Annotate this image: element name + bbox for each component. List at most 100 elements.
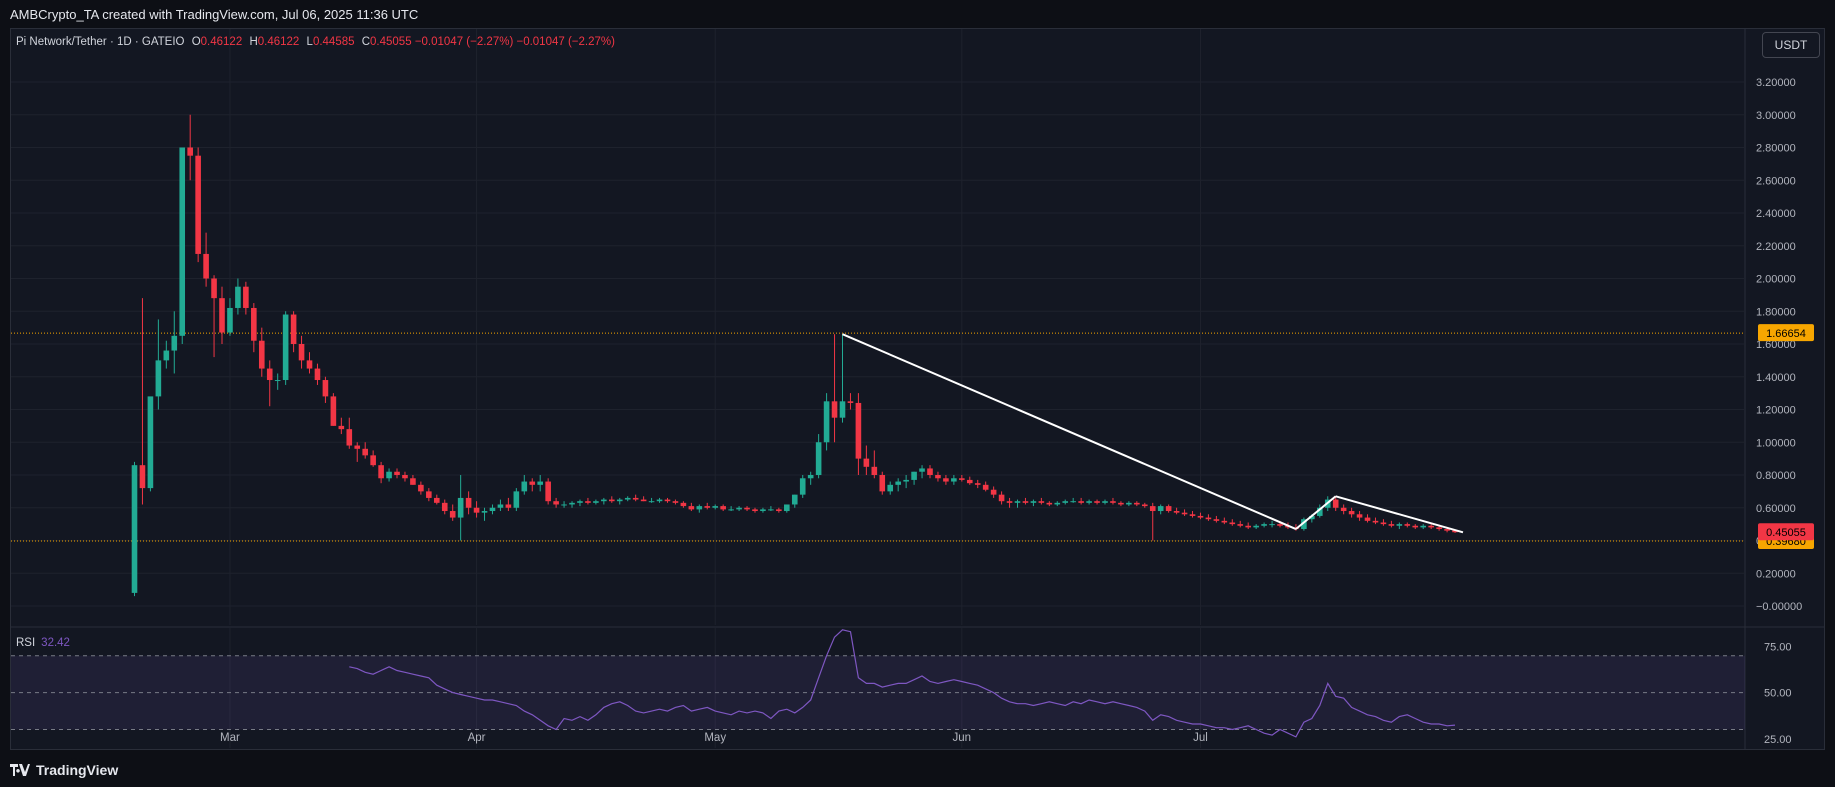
candle-body <box>418 484 424 492</box>
candle-body <box>147 396 154 489</box>
trendline <box>1295 495 1337 530</box>
candle-body <box>895 481 901 485</box>
candle-body <box>704 506 711 508</box>
open-value: 0.46122 <box>200 36 243 48</box>
candle <box>410 475 416 485</box>
candle-body <box>648 501 655 503</box>
candle-body <box>402 475 408 479</box>
candle-body <box>680 502 687 507</box>
candle <box>282 311 289 385</box>
candle-body <box>211 278 217 299</box>
candle-body <box>378 465 384 479</box>
candle <box>1237 520 1244 528</box>
candle <box>330 393 337 426</box>
candle <box>1102 499 1108 505</box>
currency-unit-button[interactable]: USDT <box>1762 32 1820 58</box>
candle-body <box>990 489 997 495</box>
candle-body <box>672 501 679 503</box>
candle <box>704 502 711 510</box>
candle-body <box>1038 501 1045 503</box>
rsi-pane: 75.00 50.00 25.00 <box>11 629 1792 746</box>
candle-body <box>1269 524 1275 526</box>
candle <box>640 496 647 502</box>
candle-body <box>815 442 822 475</box>
candle-body <box>386 471 392 479</box>
candle-body <box>601 499 607 502</box>
price-tick-label: 2.40000 <box>1756 208 1796 220</box>
candle <box>768 506 774 512</box>
candle <box>1221 517 1228 525</box>
candle-body <box>807 475 814 479</box>
candle <box>1420 524 1427 530</box>
candle-body <box>473 507 480 513</box>
time-tick-label: Mar <box>220 732 240 744</box>
candle <box>1173 507 1180 515</box>
candle-body <box>855 402 862 459</box>
candle <box>1078 497 1084 505</box>
candle-body <box>290 314 297 344</box>
open-label: O <box>191 36 201 48</box>
price-tick-label: 2.80000 <box>1756 143 1796 155</box>
candle-body <box>784 504 790 512</box>
symbol-name[interactable]: Pi Network/Tether · 1D · GATEIO <box>16 36 185 48</box>
candle <box>1269 520 1275 528</box>
candle <box>227 298 233 336</box>
candle <box>346 417 353 449</box>
candle-body <box>155 360 162 397</box>
candle <box>155 319 162 410</box>
candle-body <box>760 509 766 512</box>
candle <box>736 506 742 512</box>
candle-body <box>569 502 575 505</box>
chart-svg[interactable]: 3.20000 3.00000 2.80000 2.60000 2.40000 2.200… <box>0 0 1835 752</box>
candle-body <box>171 335 178 351</box>
candle <box>966 476 973 485</box>
tradingview-logo[interactable]: TradingView <box>10 762 118 778</box>
candle-body <box>322 380 329 397</box>
candle-body <box>1277 524 1283 526</box>
candle <box>1229 519 1236 526</box>
candle-body <box>354 445 361 449</box>
candle <box>1364 514 1371 523</box>
candle-body <box>1141 504 1148 507</box>
candle <box>1261 522 1267 528</box>
candle-body <box>561 504 567 506</box>
candle-body <box>449 511 456 518</box>
candle-body <box>282 314 289 381</box>
candle <box>561 501 567 508</box>
candle-body <box>736 507 742 510</box>
rsi-value: 32.42 <box>41 637 70 649</box>
candle <box>1149 502 1156 541</box>
candle <box>712 504 719 510</box>
candle <box>1165 504 1172 513</box>
candle <box>1157 504 1164 515</box>
candle-body <box>1261 524 1267 526</box>
candle-body <box>577 501 583 503</box>
price-tick-label: 2.00000 <box>1756 274 1796 286</box>
candle-body <box>1054 502 1061 505</box>
rsi-name[interactable]: RSI <box>16 637 36 649</box>
candle-body <box>139 465 146 489</box>
chart-panel[interactable] <box>10 28 1825 750</box>
candle <box>362 442 368 459</box>
candle-body <box>1404 524 1411 526</box>
candle-body <box>1436 527 1442 530</box>
candle <box>959 475 965 482</box>
candle-body <box>831 401 838 418</box>
candle-body <box>537 481 544 485</box>
candle <box>553 497 559 508</box>
candle <box>791 494 798 508</box>
candle-body <box>696 506 703 510</box>
candle-body <box>959 478 965 480</box>
candle-body <box>330 396 337 426</box>
candle-body <box>712 506 719 508</box>
candle-body <box>887 484 894 492</box>
tradingview-logo-icon <box>10 764 30 776</box>
candle-body <box>1165 506 1172 512</box>
candle <box>1054 501 1061 507</box>
candle-body <box>624 497 631 500</box>
level-badge: 1.66654 <box>1758 324 1814 342</box>
candle <box>1141 502 1148 508</box>
candle-body <box>481 511 488 513</box>
candle <box>131 461 138 597</box>
candle-body <box>1380 522 1387 525</box>
